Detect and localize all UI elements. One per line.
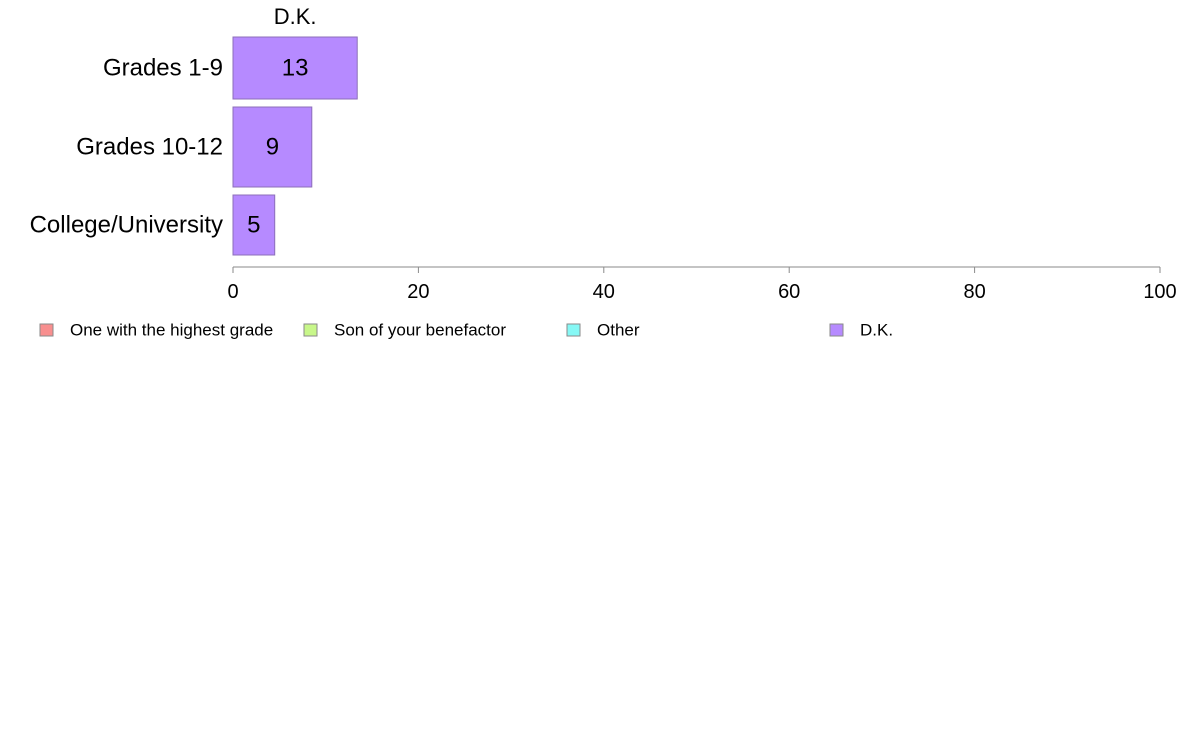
category-label: Grades 10-12 (76, 134, 223, 161)
legend: One with the highest grade Son of your be… (39, 321, 893, 340)
legend-label: Other (597, 321, 640, 340)
bars-group: 13 9 5 (232, 36, 358, 256)
category-label: College/University (30, 212, 223, 239)
legend-swatch (829, 323, 844, 337)
legend-swatch (303, 323, 318, 337)
bar-value-label: 13 (282, 55, 309, 82)
x-tick-label: 20 (407, 281, 429, 303)
bar-segment (232, 106, 313, 188)
x-tick-label: 40 (593, 281, 615, 303)
legend-swatch (566, 323, 581, 337)
bar-value-label: 5 (247, 212, 260, 239)
legend-label: D.K. (860, 321, 893, 340)
x-tick-label: 60 (778, 281, 800, 303)
legend-swatch (39, 323, 54, 337)
category-label: Grades 1-9 (103, 55, 223, 82)
bar-value-label: 9 (266, 134, 279, 161)
bar-segment (232, 36, 358, 100)
x-tick-label: 80 (963, 281, 985, 303)
legend-label: Son of your benefactor (334, 321, 506, 340)
x-axis: 0 20 40 60 80 100 (227, 266, 1177, 303)
legend-label: One with the highest grade (70, 321, 273, 340)
category-labels-group: Grades 1-9 Grades 10-12 College/University (30, 55, 223, 239)
bar-segment (232, 194, 276, 256)
segment-header-label: D.K. (274, 4, 317, 29)
x-tick-label: 100 (1143, 281, 1176, 303)
x-tick-label: 0 (227, 281, 238, 303)
